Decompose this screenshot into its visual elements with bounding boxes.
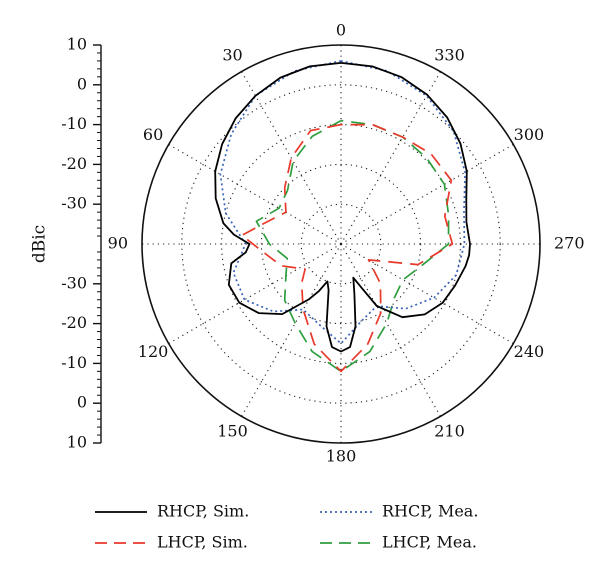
angle-label: 210 [434, 421, 465, 440]
grid-spoke [241, 243, 342, 417]
series-line-2 [241, 123, 454, 373]
axis-tick-label: -20 [61, 154, 87, 173]
grid-circle [181, 84, 501, 404]
grid-spoke [340, 243, 441, 417]
legend-label-2: LHCP, Sim. [157, 533, 248, 552]
angle-labels: 0 30 60 90 120 150 180 210 240 270 300 330 [108, 21, 585, 466]
series-line-3 [219, 60, 466, 345]
angle-label: 120 [138, 342, 169, 361]
angle-label: 330 [434, 46, 465, 65]
axis-tick-label: -30 [61, 273, 87, 292]
legend-label-1: RHCP, Sim. [157, 502, 249, 521]
grid-spoke [241, 71, 342, 245]
legend-label-4: LHCP, Mea. [382, 533, 477, 552]
legend-label-3: RHCP, Mea. [382, 502, 478, 521]
axis-tick-label: 0 [77, 393, 87, 412]
angle-label: 150 [217, 421, 248, 440]
angle-label: 90 [108, 234, 128, 253]
angle-label: 300 [514, 125, 545, 144]
grid-spoke [168, 144, 342, 245]
polar-grid [142, 45, 540, 443]
grid-spoke [340, 71, 441, 245]
angle-label: 0 [336, 21, 346, 40]
axis-tick-label: -30 [61, 194, 87, 213]
angle-label: 30 [222, 46, 242, 65]
grid-spoke [340, 144, 514, 245]
series-line-4 [255, 119, 450, 373]
grid-spoke [168, 243, 342, 344]
series-layer [214, 60, 471, 373]
radial-axis: 10 0 -10 -20 -30 -30 -20 -10 0 10 [61, 35, 102, 452]
angle-label: 60 [143, 125, 163, 144]
axis-tick-label: 0 [77, 74, 87, 93]
axis-tick-label: -10 [61, 114, 87, 133]
angle-label: 270 [554, 234, 585, 253]
polar-frame [141, 44, 541, 444]
axis-tick-label: 10 [67, 433, 87, 452]
axis-tick-label: 10 [67, 35, 87, 54]
y-axis-label: dBic [30, 225, 50, 263]
grid-circle [260, 163, 422, 325]
axis-tick-label: -20 [61, 313, 87, 332]
grid-circle [300, 203, 382, 285]
legend: RHCP, Sim. LHCP, Sim. RHCP, Mea. LHCP, Mea. [95, 502, 478, 552]
angle-label: 180 [326, 447, 357, 466]
grid-spoke [340, 243, 514, 344]
series-line-1 [214, 62, 471, 353]
angle-label: 240 [514, 342, 545, 361]
outer-circle [141, 44, 541, 444]
axis-tick-label: -10 [61, 353, 87, 372]
